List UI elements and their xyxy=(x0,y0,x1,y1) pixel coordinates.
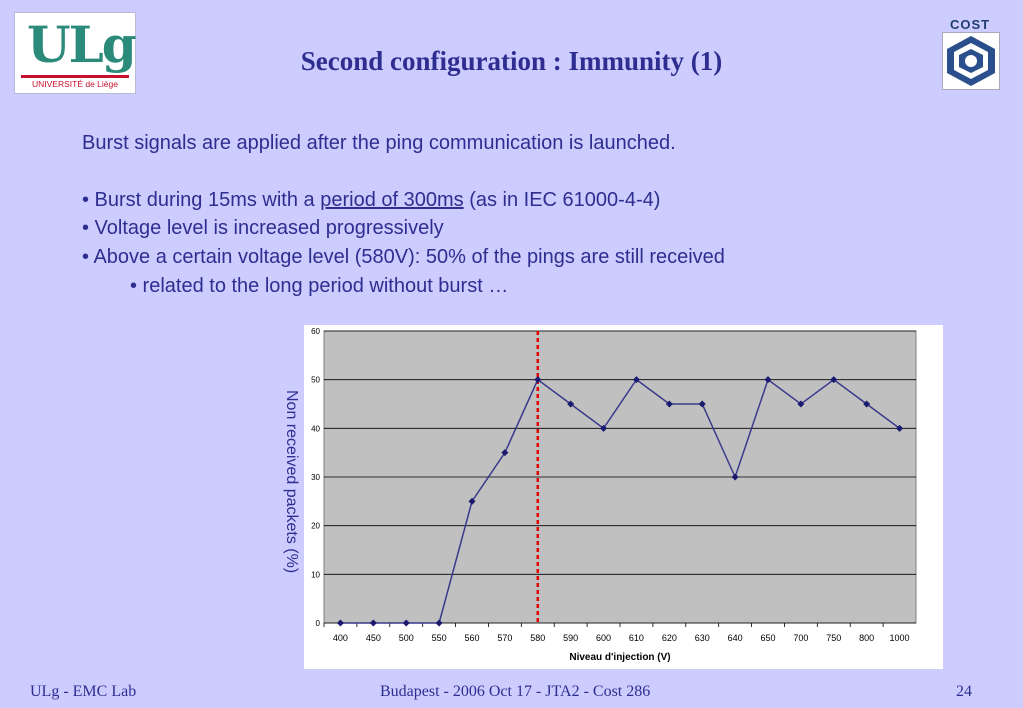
data-point xyxy=(797,400,805,408)
data-point xyxy=(534,376,542,384)
data-point xyxy=(402,619,410,627)
data-point xyxy=(665,400,673,408)
data-point xyxy=(600,424,608,432)
cost-logo: COST xyxy=(940,17,1000,91)
bullet-burst-post: (as in IEC 61000-4-4) xyxy=(463,189,661,211)
bullet-burst-duration: • Burst during 15ms with a period of 300… xyxy=(82,189,660,212)
y-tick-label: 0 xyxy=(316,619,321,628)
ulg-logo: ULg UNIVERSITÉ de Liège xyxy=(14,12,137,94)
line-chart: 0 10 20 30 40 50 60 400 450 500 550 560 570 580 590 60… xyxy=(311,327,917,663)
y-axis-label: Non received packets (%) xyxy=(283,390,300,574)
x-axis-label: Niveau d'injection (V) xyxy=(569,652,670,663)
y-tick-label: 10 xyxy=(311,570,320,579)
x-tick-label: 450 xyxy=(366,633,381,643)
data-point xyxy=(863,400,871,408)
slide-title: Second configuration : Immunity (1) xyxy=(300,46,723,76)
ulg-logo-stripe xyxy=(21,75,129,78)
y-tick-label: 30 xyxy=(311,473,320,482)
bullet-burst-pre: • Burst during 15ms with a xyxy=(82,189,321,211)
x-tick-label: 630 xyxy=(695,633,710,643)
y-tick-label: 20 xyxy=(311,522,320,531)
chart-container: 0 10 20 30 40 50 60 400 450 500 550 560 570 580 590 60… xyxy=(304,325,943,669)
data-point xyxy=(764,376,772,384)
intro-text: Burst signals are applied after the ping… xyxy=(82,132,676,154)
data-point xyxy=(435,619,443,627)
data-point xyxy=(468,497,476,505)
x-tick-label: 620 xyxy=(662,633,677,643)
sub-bullet-long-period: • related to the long period without bur… xyxy=(130,275,509,297)
y-axis-label-wrap: Non received packets (%) xyxy=(280,390,300,610)
cost-logo-text: COST xyxy=(949,17,991,32)
footer-left: ULg - EMC Lab xyxy=(30,683,137,700)
data-point xyxy=(369,619,377,627)
period-link[interactable]: period of 300ms xyxy=(320,189,464,211)
x-tick-label: 550 xyxy=(432,633,447,643)
x-tick-label: 580 xyxy=(530,633,545,643)
x-tick-label: 800 xyxy=(859,633,874,643)
data-point xyxy=(731,473,739,481)
footer-center: Budapest - 2006 Oct 17 - JTA2 - Cost 286 xyxy=(380,683,651,700)
data-point xyxy=(567,400,575,408)
x-tick-label: 400 xyxy=(333,633,348,643)
page-number: 24 xyxy=(956,683,972,700)
bullet-voltage-level: • Voltage level is increased progressive… xyxy=(82,217,444,239)
x-tick-label: 650 xyxy=(760,633,775,643)
x-tick-label: 500 xyxy=(399,633,414,643)
cost-emblem-icon xyxy=(942,32,1000,90)
y-tick-label: 50 xyxy=(311,376,320,385)
ulg-logo-subtext: UNIVERSITÉ de Liège xyxy=(32,79,118,89)
data-point xyxy=(632,376,640,384)
data-point xyxy=(698,400,706,408)
x-tick-label: 590 xyxy=(563,633,578,643)
bullet-threshold: • Above a certain voltage level (580V): … xyxy=(82,246,725,268)
x-tick-label: 570 xyxy=(497,633,512,643)
series-line xyxy=(340,378,901,624)
data-point xyxy=(336,619,344,627)
data-point xyxy=(896,424,904,432)
y-tick-label: 40 xyxy=(311,424,320,433)
x-tick-label: 640 xyxy=(728,633,743,643)
x-tick-label: 610 xyxy=(629,633,644,643)
data-point xyxy=(830,376,838,384)
ulg-logo-text: ULg xyxy=(27,15,137,74)
y-tick-label: 60 xyxy=(311,327,320,336)
x-tick-label: 600 xyxy=(596,633,611,643)
x-tick-label: 1000 xyxy=(890,633,910,643)
x-tick-label: 700 xyxy=(793,633,808,643)
x-tick-label: 560 xyxy=(464,633,479,643)
x-tick-label: 750 xyxy=(826,633,841,643)
